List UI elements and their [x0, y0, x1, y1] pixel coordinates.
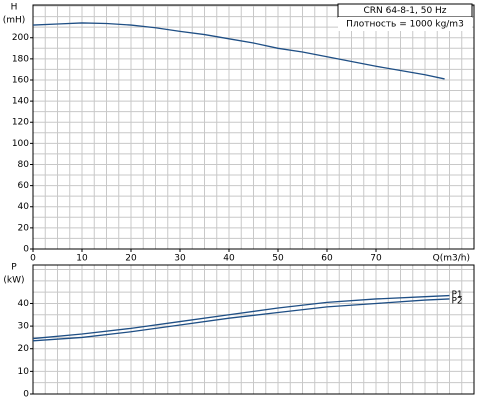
y-tick-label: 60 — [18, 181, 30, 191]
curve — [32, 22, 445, 80]
subtitle-box — [338, 17, 472, 31]
y-tick-label: 200 — [12, 33, 29, 43]
y-tick-label: 160 — [12, 75, 29, 85]
y-tick-label: 100 — [12, 139, 29, 149]
y-tick-label: 0 — [23, 245, 29, 255]
x-tick-label: 70 — [370, 254, 382, 264]
chart-subtitle: Плотность = 1000 kg/m3 — [346, 20, 464, 30]
y-tick-label: 120 — [12, 118, 29, 128]
y-tick-label: 140 — [12, 97, 29, 107]
y-tick-label: 20 — [18, 223, 30, 233]
y-axis-unit: (mH) — [3, 16, 26, 26]
x-tick-label: 60 — [321, 254, 333, 264]
y-tick-label: 20 — [18, 344, 30, 354]
series-label: P2 — [452, 296, 463, 306]
y-axis-label: P — [11, 263, 17, 273]
x-tick-label: 30 — [174, 254, 186, 264]
x-axis-label: Q(m3/h) — [433, 254, 470, 264]
y-tick-label: 40 — [18, 202, 30, 212]
curve — [32, 298, 450, 342]
x-tick-label: 0 — [30, 254, 36, 264]
y-axis-label: H — [11, 3, 18, 13]
x-tick-label: 10 — [76, 254, 88, 264]
y-tick-label: 80 — [18, 160, 30, 170]
x-tick-label: 50 — [272, 254, 284, 264]
plot-frame — [32, 4, 475, 250]
plot-frame — [32, 264, 475, 395]
y-axis-unit: (kW) — [3, 276, 24, 286]
curve — [32, 294, 450, 340]
y-tick-label: 180 — [12, 54, 29, 64]
x-tick-label: 20 — [125, 254, 137, 264]
series-label: P1 — [452, 290, 463, 300]
x-tick-label: 40 — [223, 254, 235, 264]
y-tick-label: 10 — [18, 367, 30, 377]
y-tick-label: 40 — [18, 299, 30, 309]
y-tick-label: 30 — [18, 322, 30, 332]
y-tick-label: 0 — [23, 390, 29, 400]
chart-title: CRN 64-8-1, 50 Hz — [363, 6, 446, 16]
